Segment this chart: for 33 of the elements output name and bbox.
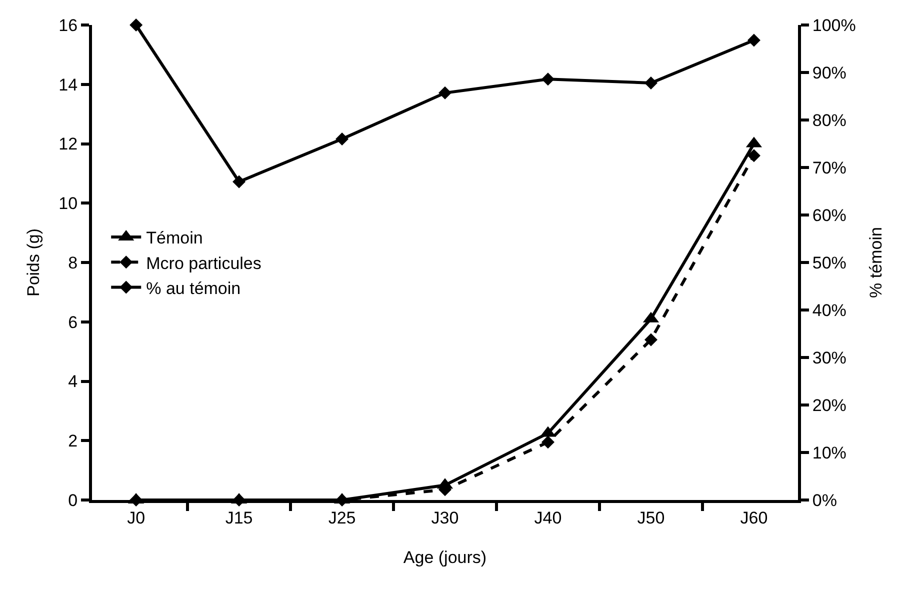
y2-tick-label: 20%: [812, 396, 846, 415]
y2-tick-label: 0%: [812, 490, 837, 510]
x-tick-label: J50: [637, 508, 665, 528]
y-tick-label: 16: [58, 16, 78, 35]
y2-tick-label: 60%: [812, 206, 846, 225]
y-tick-label: 0: [68, 490, 78, 510]
y-tick-label: 6: [68, 312, 78, 332]
legend-label: Témoin: [146, 228, 203, 248]
y-tick-label: 14: [58, 75, 78, 94]
legend-label: % au témoin: [146, 278, 241, 298]
y2-tick-label: 10%: [812, 443, 846, 462]
y-tick-label: 10: [58, 194, 78, 214]
y2-tick-label: 80%: [812, 110, 846, 130]
y2-tick-label: 40%: [812, 300, 846, 320]
y-tick-label: 12: [58, 134, 78, 154]
y-tick-label: 8: [68, 253, 78, 272]
x-tick-label: J30: [431, 508, 459, 528]
y2-tick-label: 90%: [812, 63, 846, 82]
legend-label: Mcro particules: [146, 254, 262, 273]
y2-axis-title: % témoin: [866, 227, 886, 298]
x-tick-label: J0: [127, 508, 146, 528]
y-axis-title: Poids (g): [24, 228, 44, 297]
y-tick-label: 4: [68, 372, 78, 392]
x-tick-label: J25: [328, 508, 356, 528]
y2-tick-label: 50%: [812, 253, 846, 272]
y-tick-label: 2: [68, 432, 78, 451]
x-axis-title: Age (jours): [403, 548, 487, 567]
y2-tick-label: 30%: [812, 348, 846, 368]
y2-tick-label: 70%: [812, 158, 846, 178]
y2-tick-label: 100%: [812, 16, 856, 35]
x-tick-label: J15: [225, 508, 253, 528]
x-tick-label: J40: [534, 508, 562, 528]
x-tick-label: J60: [740, 508, 768, 528]
